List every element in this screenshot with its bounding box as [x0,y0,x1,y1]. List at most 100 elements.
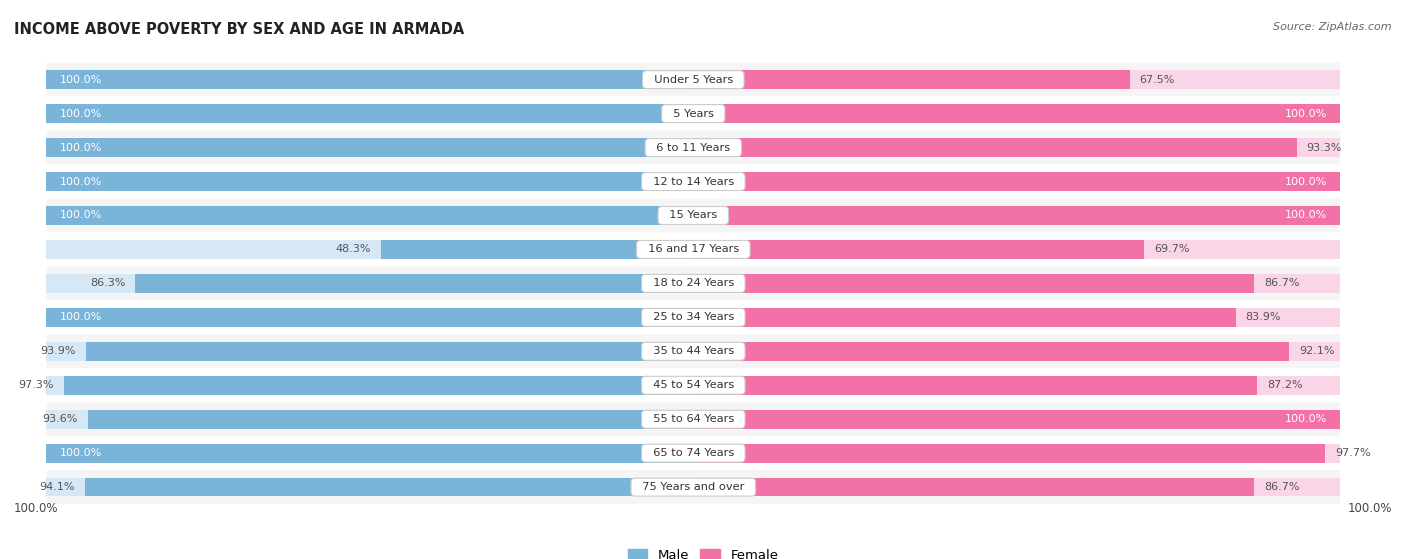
Text: 97.7%: 97.7% [1336,448,1371,458]
Text: 12 to 14 Years: 12 to 14 Years [645,177,741,187]
Text: 65 to 74 Years: 65 to 74 Years [645,448,741,458]
Bar [693,206,1340,225]
FancyBboxPatch shape [46,198,1340,233]
Bar [693,478,1254,496]
Bar [46,138,693,157]
Text: 100.0%: 100.0% [1285,211,1327,220]
Bar [693,308,1340,326]
Bar [693,105,1340,123]
Bar [46,206,693,225]
Bar [46,308,693,326]
Bar [693,105,1340,123]
Text: 100.0%: 100.0% [59,108,101,119]
FancyBboxPatch shape [46,436,1340,470]
FancyBboxPatch shape [46,164,1340,198]
Text: 6 to 11 Years: 6 to 11 Years [650,143,738,153]
Text: 87.2%: 87.2% [1267,380,1303,390]
Bar [63,376,693,395]
Bar [693,240,1144,259]
Text: 86.7%: 86.7% [1264,482,1299,492]
Text: 100.0%: 100.0% [14,502,59,515]
Text: 35 to 44 Years: 35 to 44 Years [645,346,741,356]
Bar [46,70,693,89]
Bar [693,172,1340,191]
Bar [693,444,1326,462]
Bar [46,308,693,326]
Bar [46,444,693,462]
Bar [84,478,693,496]
Text: 100.0%: 100.0% [1285,108,1327,119]
Bar [46,376,693,395]
Text: 94.1%: 94.1% [39,482,75,492]
Text: 86.7%: 86.7% [1264,278,1299,288]
Text: 92.1%: 92.1% [1299,346,1334,356]
Bar [693,478,1340,496]
Text: 93.3%: 93.3% [1306,143,1341,153]
Text: 16 and 17 Years: 16 and 17 Years [641,244,747,254]
FancyBboxPatch shape [46,131,1340,164]
Text: 93.6%: 93.6% [42,414,79,424]
Bar [46,240,693,259]
Bar [87,410,693,429]
Text: 75 Years and over: 75 Years and over [636,482,752,492]
FancyBboxPatch shape [46,368,1340,402]
Bar [693,172,1340,191]
Text: 100.0%: 100.0% [59,177,101,187]
Text: 100.0%: 100.0% [59,143,101,153]
Text: 100.0%: 100.0% [59,312,101,323]
Bar [46,172,693,191]
Text: 97.3%: 97.3% [18,380,55,390]
Text: 83.9%: 83.9% [1246,312,1281,323]
FancyBboxPatch shape [46,233,1340,267]
Bar [693,376,1340,395]
FancyBboxPatch shape [46,402,1340,436]
Text: 25 to 34 Years: 25 to 34 Years [645,312,741,323]
Bar [693,70,1340,89]
Bar [86,342,693,361]
Text: 69.7%: 69.7% [1154,244,1189,254]
FancyBboxPatch shape [46,334,1340,368]
Bar [46,206,693,225]
Bar [693,308,1236,326]
Text: 100.0%: 100.0% [59,211,101,220]
Text: 15 Years: 15 Years [662,211,724,220]
Bar [693,274,1340,293]
Bar [693,274,1254,293]
Bar [46,410,693,429]
Bar [46,478,693,496]
Text: Under 5 Years: Under 5 Years [647,75,740,84]
FancyBboxPatch shape [46,267,1340,300]
Bar [693,444,1340,462]
Bar [693,410,1340,429]
Bar [46,444,693,462]
Text: 100.0%: 100.0% [59,448,101,458]
Bar [693,206,1340,225]
FancyBboxPatch shape [46,470,1340,504]
Text: 86.3%: 86.3% [90,278,125,288]
Bar [693,240,1340,259]
Text: 100.0%: 100.0% [1347,502,1392,515]
Bar [693,138,1296,157]
Bar [693,342,1289,361]
Text: 67.5%: 67.5% [1140,75,1175,84]
Text: 100.0%: 100.0% [1285,414,1327,424]
Bar [693,138,1340,157]
Bar [381,240,693,259]
Bar [46,342,693,361]
Text: 48.3%: 48.3% [336,244,371,254]
Text: 100.0%: 100.0% [1285,177,1327,187]
Bar [46,138,693,157]
Text: 45 to 54 Years: 45 to 54 Years [645,380,741,390]
Bar [46,105,693,123]
Text: 55 to 64 Years: 55 to 64 Years [645,414,741,424]
Text: 93.9%: 93.9% [41,346,76,356]
Bar [46,70,693,89]
Bar [46,172,693,191]
Bar [135,274,693,293]
Text: 18 to 24 Years: 18 to 24 Years [645,278,741,288]
Bar [693,342,1340,361]
Text: Source: ZipAtlas.com: Source: ZipAtlas.com [1274,22,1392,32]
Legend: Male, Female: Male, Female [623,543,783,559]
Bar [46,274,693,293]
FancyBboxPatch shape [46,97,1340,131]
